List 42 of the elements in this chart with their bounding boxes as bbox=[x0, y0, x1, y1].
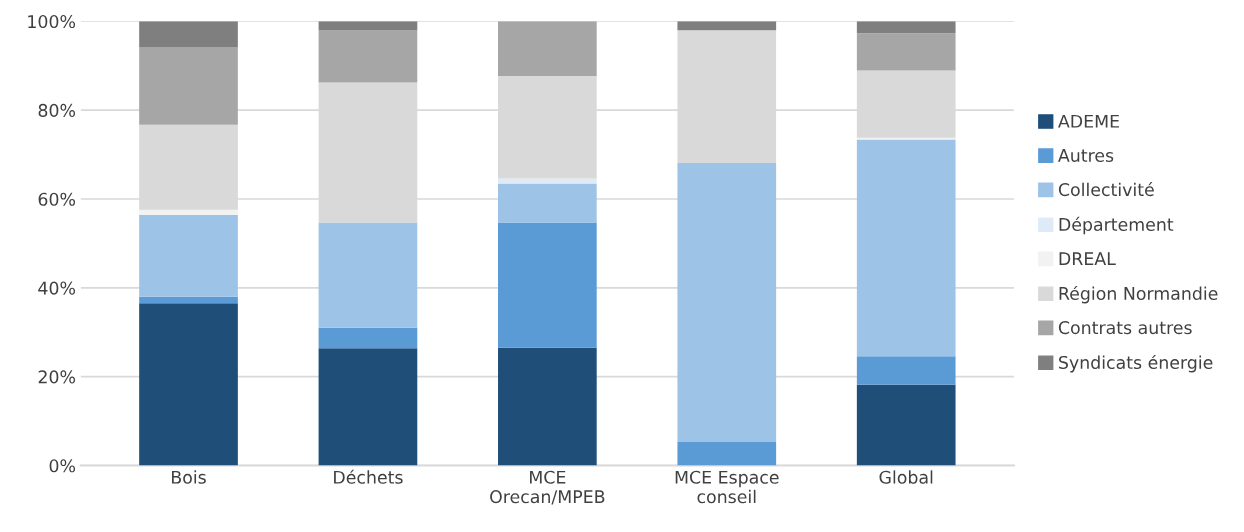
legend-label: Collectivité bbox=[1058, 182, 1154, 197]
bar bbox=[498, 21, 597, 76]
legend-label: Autres bbox=[1058, 149, 1114, 162]
x-tick-label: Bois bbox=[172, 470, 206, 484]
bar bbox=[318, 222, 418, 328]
bar bbox=[139, 214, 238, 297]
bar bbox=[139, 209, 238, 215]
x-tick-label: Global bbox=[879, 470, 933, 484]
bar bbox=[498, 183, 597, 223]
bar bbox=[318, 21, 418, 31]
bar bbox=[677, 21, 777, 31]
legend-label: Syndicats énergie bbox=[1059, 354, 1213, 373]
y-tick-label: 0% bbox=[49, 459, 76, 473]
bar bbox=[856, 139, 956, 357]
legend-label: Région Normandie bbox=[1059, 285, 1218, 304]
y-tick-label: 20% bbox=[38, 370, 76, 384]
legend-label: ADEME bbox=[1058, 114, 1119, 128]
y-tick-label: 80% bbox=[38, 103, 76, 117]
bar bbox=[856, 33, 956, 71]
legend-label: DREAL bbox=[1059, 252, 1116, 265]
bar bbox=[318, 30, 418, 83]
y-tick-label: 60% bbox=[38, 192, 76, 206]
bar bbox=[856, 356, 956, 385]
bar bbox=[318, 348, 418, 466]
x-tick-label: MCE Orecan/MPEB bbox=[490, 470, 605, 505]
y-tick-label: 100% bbox=[28, 14, 76, 29]
x-tick-label: Déchets bbox=[334, 469, 403, 484]
bar bbox=[498, 347, 597, 466]
bar bbox=[318, 327, 418, 349]
x-tick-label: MCE Espace conseil bbox=[675, 470, 779, 504]
legend-label: Département bbox=[1059, 216, 1174, 235]
bar bbox=[856, 21, 956, 34]
bar bbox=[139, 303, 238, 466]
bar bbox=[139, 21, 238, 48]
bar bbox=[139, 296, 238, 304]
bar bbox=[677, 162, 777, 442]
bar bbox=[498, 222, 597, 348]
bar bbox=[856, 384, 956, 466]
bar bbox=[139, 47, 238, 125]
y-tick-label: 40% bbox=[38, 281, 76, 295]
bar bbox=[677, 441, 777, 466]
legend-label: Contrats autres bbox=[1058, 321, 1192, 335]
